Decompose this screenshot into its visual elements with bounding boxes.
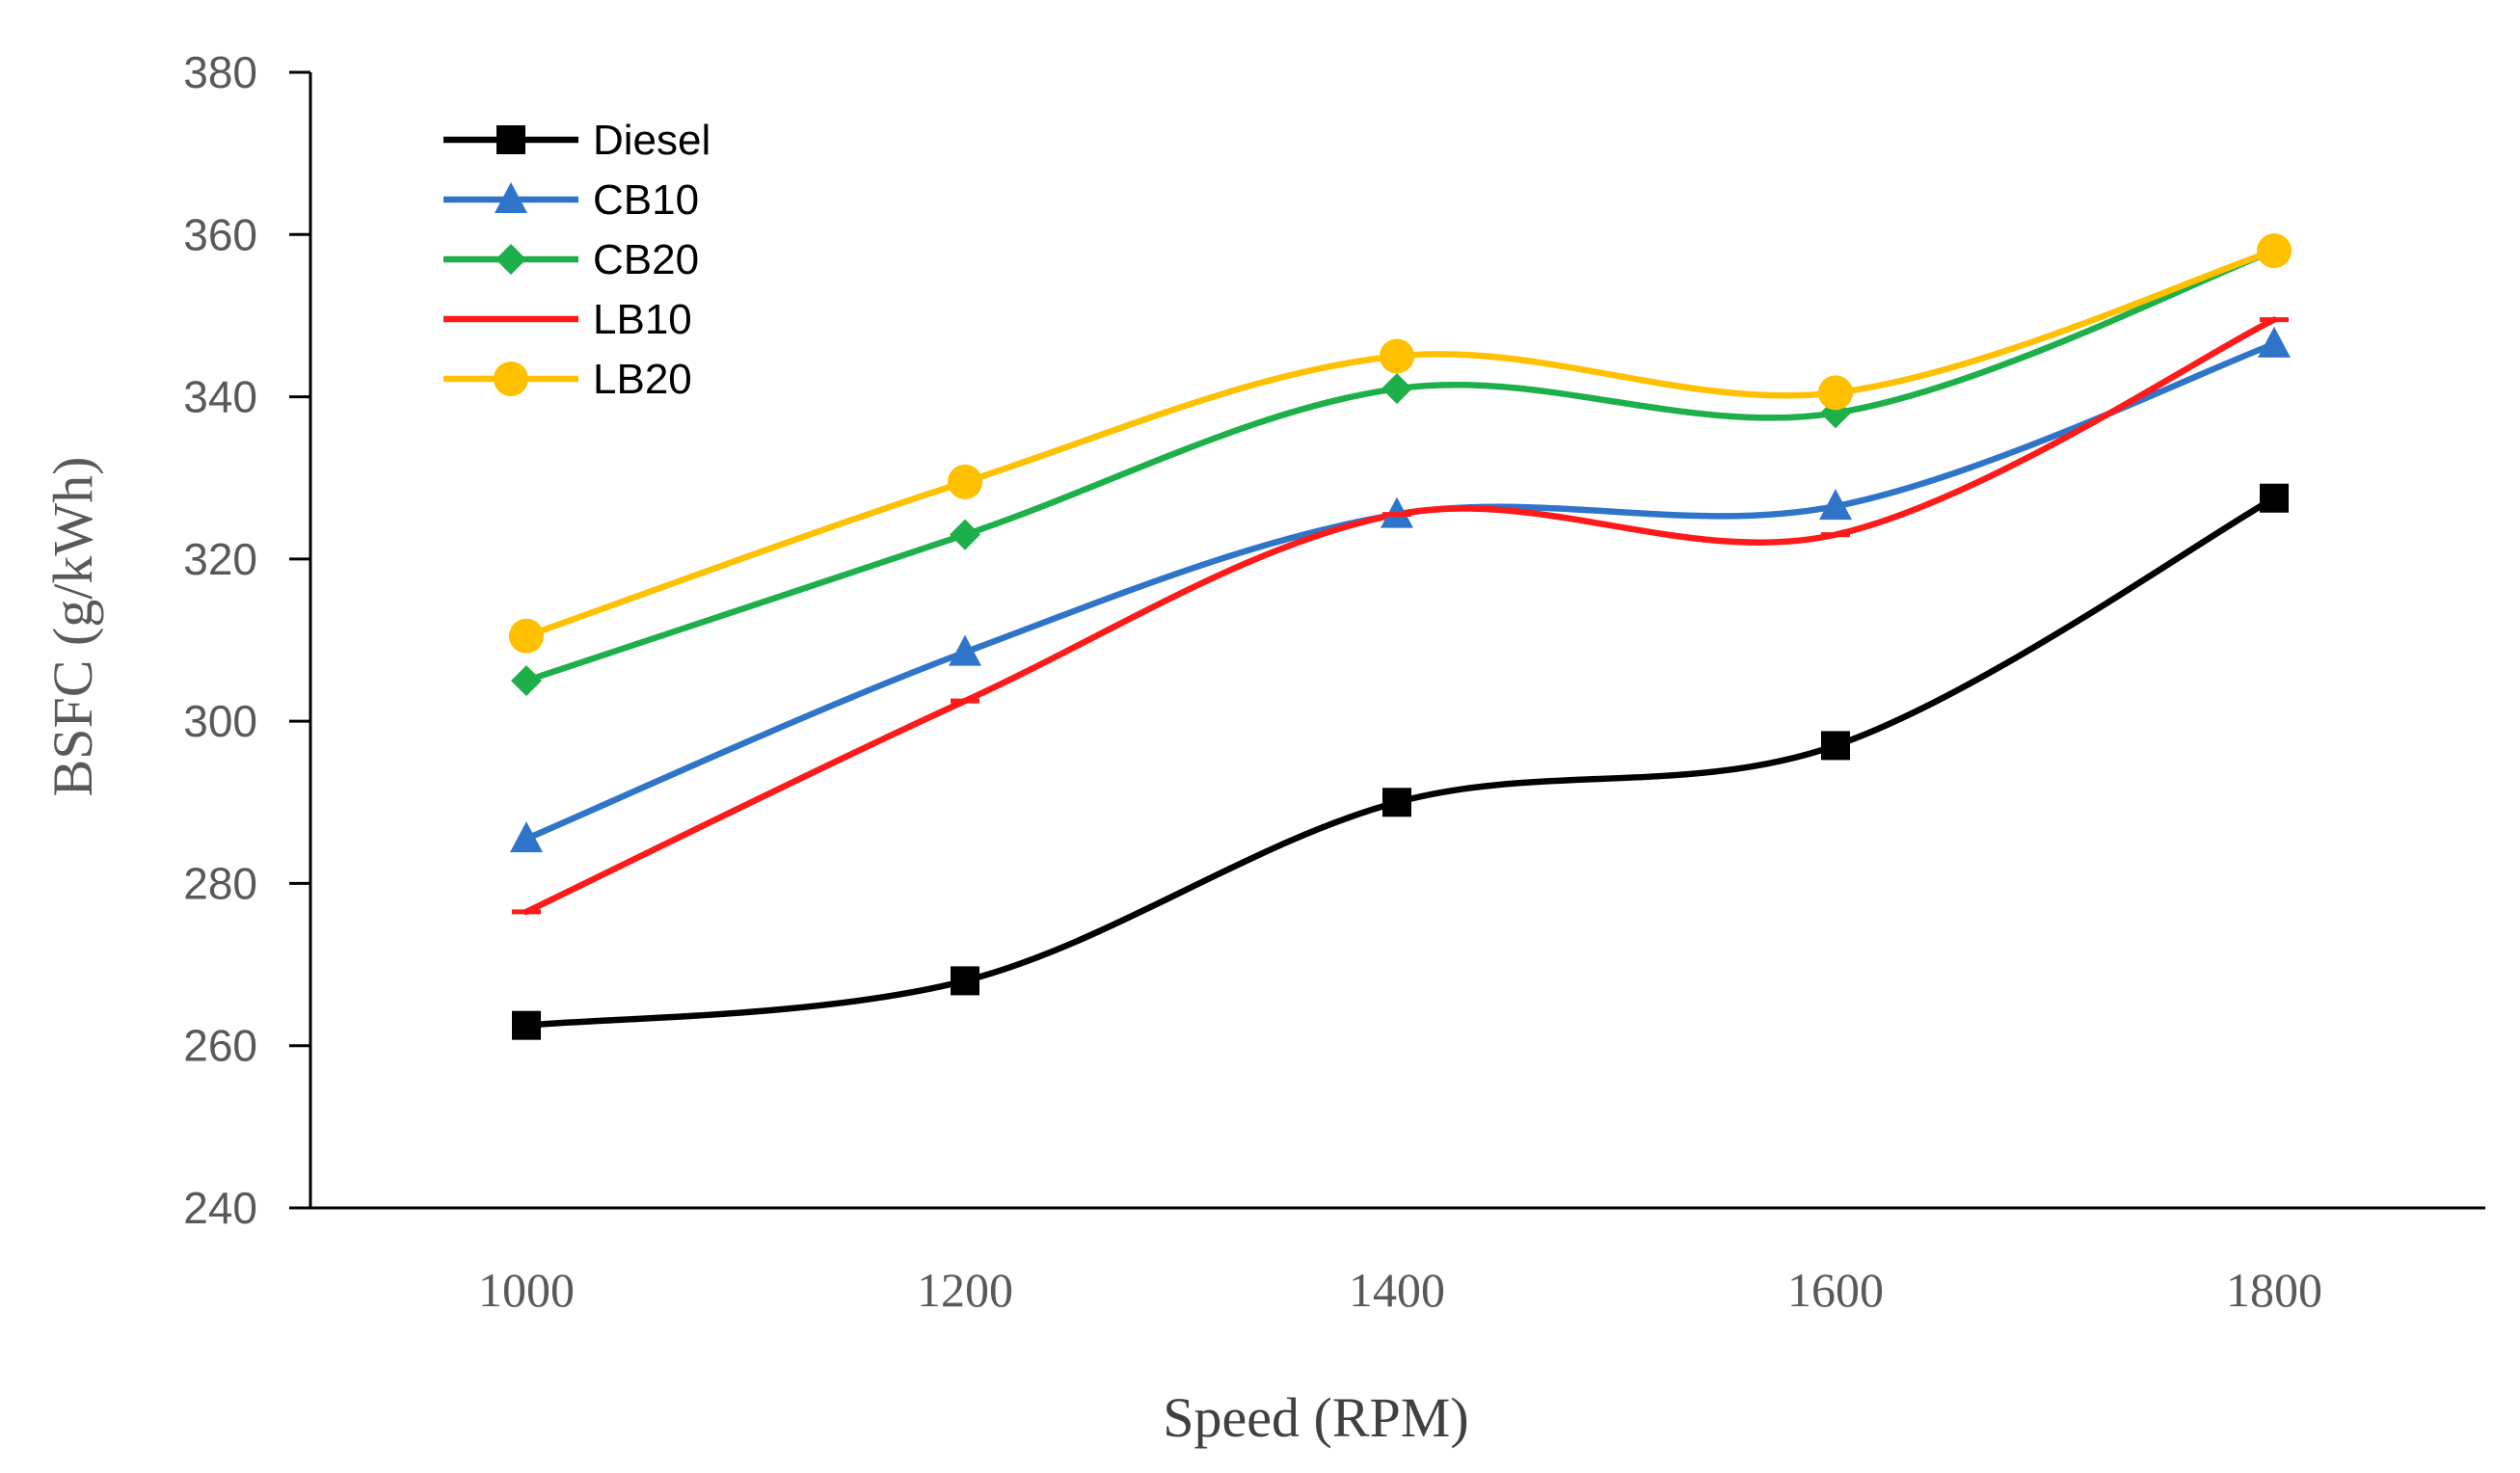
y-tick-label: 340	[183, 372, 257, 422]
y-tick-label: 240	[183, 1183, 257, 1233]
x-tick-label: 1800	[2226, 1263, 2322, 1317]
y-tick-label: 380	[183, 47, 257, 97]
data-point-diesel-1200	[951, 966, 979, 996]
x-tick-label: 1400	[1349, 1263, 1445, 1317]
y-tick-label: 300	[183, 696, 257, 746]
data-point-diesel-1400	[1382, 788, 1411, 817]
data-point-lb20-1600	[1818, 375, 1853, 411]
series-line-diesel	[523, 495, 2278, 1029]
data-point-cb20-1000	[511, 665, 542, 697]
data-point-lb20-1000	[509, 618, 544, 654]
legend-label-diesel: Diesel	[593, 117, 710, 164]
data-point-diesel-1800	[2260, 483, 2289, 513]
series-markers	[509, 233, 2292, 1040]
legend-marker-cb10	[495, 182, 527, 213]
y-axis-title: BSFC (g/kWh)	[41, 457, 104, 797]
data-point-diesel-1600	[1821, 731, 1850, 761]
legend-label-lb20: LB20	[593, 356, 692, 403]
series-line-lb10	[523, 316, 2278, 916]
data-point-cb10-1800	[2258, 326, 2291, 358]
y-tick-label: 280	[183, 858, 257, 908]
legend-label-lb10: LB10	[593, 296, 692, 343]
legend-marker-lb20	[494, 362, 528, 396]
x-tick-label: 1600	[1787, 1263, 1884, 1317]
y-tick-label: 260	[183, 1021, 257, 1071]
y-axis-ticks: 240 260 280 300 320 340 360 380	[183, 47, 310, 1233]
legend-label-cb20: CB20	[593, 236, 699, 283]
data-point-cb20-1200	[950, 519, 980, 550]
x-axis-title: Speed (RPM)	[1163, 1386, 1468, 1449]
axes	[308, 72, 2485, 1210]
data-point-lb20-1200	[948, 464, 982, 499]
legend: Diesel CB10 CB20 LB10 LB20	[443, 117, 710, 403]
x-tick-label: 1000	[478, 1263, 575, 1317]
x-tick-label: 1200	[917, 1263, 1013, 1317]
data-point-lb20-1800	[2257, 233, 2292, 269]
legend-label-cb10: CB10	[593, 176, 699, 224]
legend-marker-diesel	[496, 125, 525, 154]
data-point-diesel-1000	[512, 1010, 541, 1040]
data-point-lb20-1400	[1380, 338, 1414, 374]
series-line-lb20	[523, 247, 2278, 640]
x-axis-ticks: 1000 1200 1400 1600 1800	[478, 1263, 2322, 1317]
y-tick-label: 360	[183, 209, 257, 259]
data-point-cb10-1200	[949, 634, 981, 666]
data-point-cb10-1000	[510, 821, 543, 853]
data-point-cb10-1600	[1819, 489, 1852, 521]
y-tick-label: 320	[183, 534, 257, 584]
legend-marker-cb20	[496, 244, 526, 275]
data-point-cb20-1400	[1381, 373, 1412, 405]
